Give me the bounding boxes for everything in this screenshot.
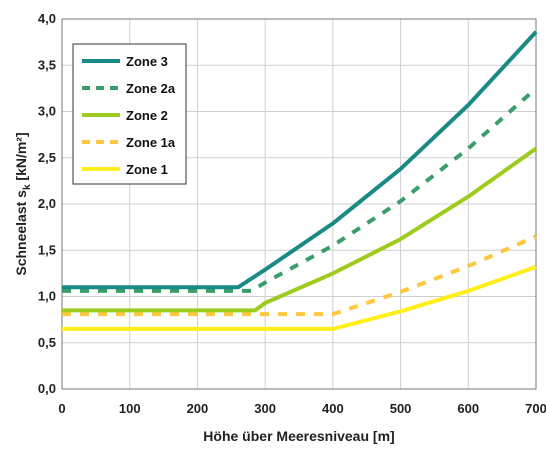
y-axis-title-unit: [kN/m²] <box>13 132 29 184</box>
y-tick-label: 2,5 <box>38 150 56 165</box>
y-axis-title-main: Schneelast s <box>13 190 29 276</box>
legend-label: Zone 2a <box>126 81 176 96</box>
x-tick-label: 600 <box>457 401 479 416</box>
x-tick-label: 700 <box>525 401 546 416</box>
y-axis-title: Schneelast sk [kN/m²] <box>13 132 33 275</box>
legend-label: Zone 3 <box>126 54 168 69</box>
legend-label: Zone 1a <box>126 135 176 150</box>
legend-label: Zone 2 <box>126 108 168 123</box>
x-tick-label: 300 <box>254 401 276 416</box>
y-tick-label: 3,0 <box>38 104 56 119</box>
series-layer <box>62 30 538 331</box>
legend-label: Zone 1 <box>126 162 168 177</box>
y-tick-labels: 0,0 0,5 1,0 1,5 2,0 2,5 3,0 3,5 4,0 <box>38 11 56 396</box>
y-tick-label: 0,0 <box>38 381 56 396</box>
x-tick-labels: 0 100 200 300 400 500 600 700 <box>58 401 546 416</box>
x-axis-title: Höhe über Meeresniveau [m] <box>203 428 394 444</box>
x-tick-label: 500 <box>390 401 412 416</box>
y-tick-label: 4,0 <box>38 11 56 26</box>
y-tick-label: 2,0 <box>38 196 56 211</box>
x-tick-label: 200 <box>187 401 209 416</box>
legend: Zone 3 Zone 2a Zone 2 Zone 1a Zone 1 <box>72 43 187 185</box>
series-line-zone-1a <box>62 234 537 317</box>
series-line-zone-2 <box>62 146 538 313</box>
x-tick-label: 100 <box>119 401 141 416</box>
y-axis-title-subscript: k <box>22 184 33 190</box>
y-tick-label: 3,5 <box>38 57 56 72</box>
x-tick-label: 0 <box>58 401 65 416</box>
plot-frame <box>61 18 537 390</box>
series-line-zone-1 <box>62 265 537 331</box>
y-tick-label: 0,5 <box>38 335 56 350</box>
y-tick-label: 1,5 <box>38 242 56 257</box>
y-tick-label: 1,0 <box>38 289 56 304</box>
legend-box <box>72 43 187 185</box>
x-tick-label: 400 <box>322 401 344 416</box>
series-line-zone-3 <box>62 30 538 290</box>
